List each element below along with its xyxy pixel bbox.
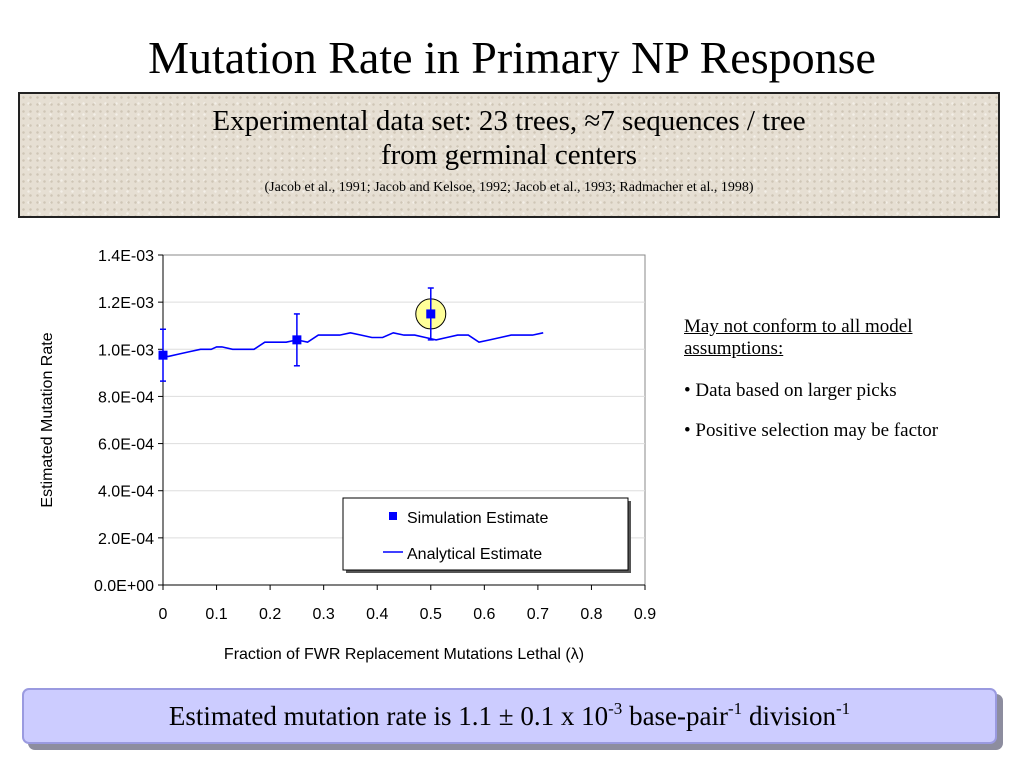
result-banner: Estimated mutation rate is 1.1 ± 0.1 x 1…: [22, 688, 997, 744]
x-tick-label: 0.1: [205, 606, 227, 623]
y-tick-label: 1.4E-03: [98, 248, 154, 265]
y-tick-label: 1.2E-03: [98, 295, 154, 312]
y-tick-label: 0.0E+00: [94, 578, 154, 595]
y-axis-title: Estimated Mutation Rate: [39, 332, 56, 507]
notes-heading-line2: assumptions:: [684, 338, 784, 359]
dataset-description: Experimental data set: 23 trees, ≈7 sequ…: [212, 105, 806, 137]
legend-marker-simulation: [389, 512, 397, 520]
notes-heading-line1: May not conform to all model: [684, 316, 913, 337]
note-bullet: • Data based on larger picks: [684, 380, 897, 401]
x-tick-label: 0.2: [259, 606, 281, 623]
result-exponent: -1: [728, 699, 743, 718]
x-tick-label: 0.6: [473, 606, 495, 623]
model-notes: May not conform to all model assumptions…: [684, 316, 1014, 442]
slide-title: Mutation Rate in Primary NP Response: [148, 32, 876, 83]
mutation-rate-chart: 0.0E+00 2.0E-04 4.0E-04 6.0E-04 8.0E-04 1.0E-…: [39, 248, 656, 663]
notes-heading: May not conform to all model assumptions…: [684, 316, 1014, 360]
result-text: Estimated mutation rate is 1.1 ± 0.1 x 1…: [168, 701, 609, 731]
legend: [342, 497, 629, 571]
x-tick-label: 0.9: [634, 606, 656, 623]
legend-label-analytical: Analytical Estimate: [407, 546, 542, 563]
simulation-point: [292, 335, 302, 345]
citation: (Jacob et al., 1991; Jacob and Kelsoe, 1…: [264, 180, 754, 195]
x-tick-label: 0.3: [313, 606, 335, 623]
simulation-point: [158, 350, 168, 360]
y-tick-label: 6.0E-04: [98, 437, 154, 454]
x-tick-label: 0.5: [420, 606, 442, 623]
x-tick-label: 0.7: [527, 606, 549, 623]
result-text: base-pair: [622, 701, 729, 731]
result-text: division: [742, 701, 836, 731]
result-exponent: -3: [608, 699, 623, 718]
dataset-info-box: Experimental data set: 23 trees, ≈7 sequ…: [18, 92, 1000, 218]
x-tick-label: 0.4: [366, 606, 388, 623]
dataset-source: from germinal centers: [380, 139, 638, 171]
legend-label-simulation: Simulation Estimate: [407, 510, 548, 527]
note-bullet: • Positive selection may be factor: [684, 420, 939, 441]
x-axis-title: Fraction of FWR Replacement Mutations Le…: [224, 646, 584, 663]
x-tick-label: 0.8: [580, 606, 602, 623]
simulation-point: [426, 309, 436, 319]
y-tick-label: 8.0E-04: [98, 389, 154, 406]
x-tick-label: 0: [159, 606, 168, 623]
y-tick-label: 2.0E-04: [98, 531, 154, 548]
result-exponent: -1: [835, 699, 851, 718]
y-tick-label: 1.0E-03: [98, 342, 154, 359]
analytical-estimate-line: [163, 331, 544, 358]
y-tick-label: 4.0E-04: [98, 484, 154, 501]
